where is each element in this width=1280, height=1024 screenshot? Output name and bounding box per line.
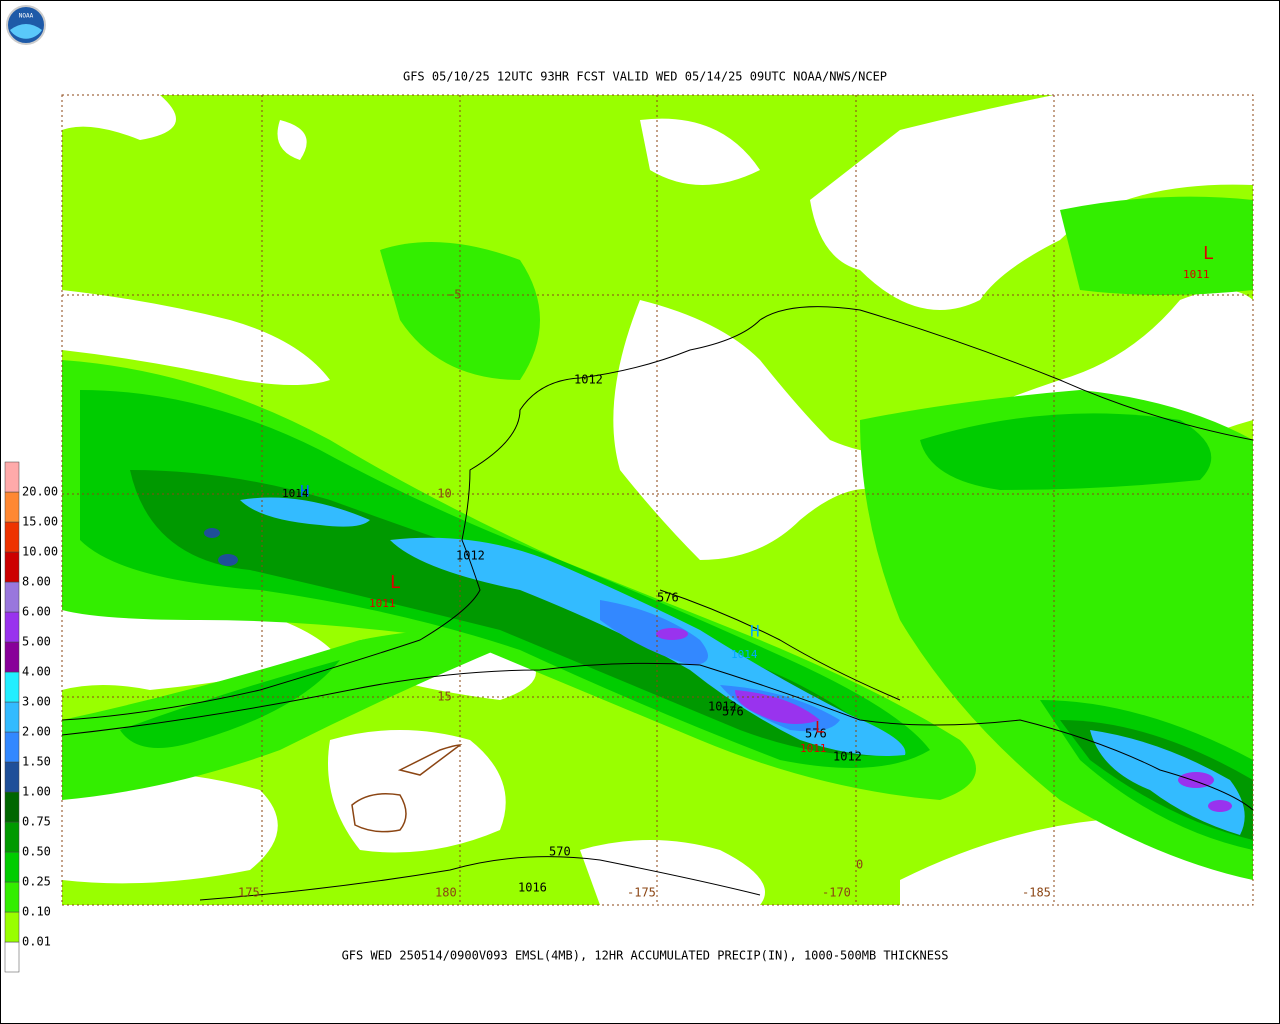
legend-label: 2.00 [22, 725, 51, 739]
legend-swatch [4, 641, 20, 673]
contour-label: 1012 [833, 750, 862, 764]
legend-label: 0.10 [22, 905, 51, 919]
pressure-centers: L 1011 L 1011 L 1011 H 1014 H 1014 [282, 243, 1214, 755]
grid-label: 0 [856, 858, 863, 872]
contour-label: 1012 [456, 549, 485, 563]
legend-label: 6.00 [22, 605, 51, 619]
grid-label: -10 [430, 487, 452, 501]
grid-labels: -5 -10 -15 175 180 -175 -170 -185 0 [238, 288, 1051, 900]
legend-label: 1.00 [22, 785, 51, 799]
legend: 0.01 0.10 0.25 0.50 0.75 1.00 1.50 2.00 3.00 4.00… [4, 461, 58, 973]
center-value: 1011 [369, 597, 396, 610]
grid-label: -15 [430, 690, 452, 704]
legend-swatch [4, 581, 20, 613]
contour-labels: 1012 1012 576 1012 576 576 1012 570 1016 [456, 373, 862, 895]
grid-label: 175 [238, 886, 260, 900]
legend-label: 0.25 [22, 875, 51, 889]
contour-label: 1016 [518, 881, 547, 895]
legend-swatch [4, 671, 20, 703]
legend-swatch [4, 851, 20, 883]
contour-label: 570 [549, 845, 571, 859]
center-value: 1014 [731, 648, 758, 661]
contour-label: 576 [657, 591, 679, 605]
center-value: 1011 [800, 742, 827, 755]
center-symbol: L [1203, 243, 1214, 264]
center-value: 1014 [282, 487, 309, 500]
legend-swatch [4, 821, 20, 853]
legend-swatch [4, 911, 20, 943]
center-symbol: H [750, 622, 760, 641]
legend-swatch [4, 791, 20, 823]
legend-swatch [4, 611, 20, 643]
center-symbol: L [390, 572, 401, 593]
center-value: 1011 [1183, 268, 1210, 281]
contour-label: 576 [722, 705, 744, 719]
contour-label: 576 [805, 727, 827, 741]
title: GFS 05/10/25 12UTC 93HR FCST VALID WED 0… [403, 70, 887, 84]
grid-label: -185 [1022, 886, 1051, 900]
map [61, 94, 1254, 906]
legend-swatch [4, 461, 20, 493]
legend-swatch [4, 941, 20, 973]
legend-swatch [4, 491, 20, 523]
legend-swatch [4, 761, 20, 793]
grid-label: 180 [435, 886, 457, 900]
legend-label: 0.75 [22, 815, 51, 829]
grid-label: -175 [627, 886, 656, 900]
logo-text: NOAA [19, 13, 34, 20]
legend-swatch [4, 521, 20, 553]
center-symbol: H [300, 482, 310, 501]
legend-label: 1.50 [22, 755, 51, 769]
logo: NOAA [6, 5, 46, 45]
legend-label: 20.00 [22, 485, 58, 499]
legend-label: 8.00 [22, 575, 51, 589]
legend-swatch [4, 551, 20, 583]
center-symbol: L [815, 718, 825, 737]
grid-label: -5 [447, 288, 461, 302]
legend-label: 15.00 [22, 515, 58, 529]
legend-label: 5.00 [22, 635, 51, 649]
caption: GFS WED 250514/0900V093 EMSL(4MB), 12HR … [342, 949, 949, 963]
contour-label: 1012 [574, 373, 603, 387]
legend-swatch [4, 701, 20, 733]
legend-label: 0.50 [22, 845, 51, 859]
contour-label: 1012 [708, 700, 737, 714]
legend-label: 3.00 [22, 695, 51, 709]
legend-swatch [4, 881, 20, 913]
legend-label: 10.00 [22, 545, 58, 559]
legend-swatch [4, 731, 20, 763]
grid-label: -170 [822, 886, 851, 900]
legend-label: 4.00 [22, 665, 51, 679]
legend-label: 0.01 [22, 935, 51, 949]
